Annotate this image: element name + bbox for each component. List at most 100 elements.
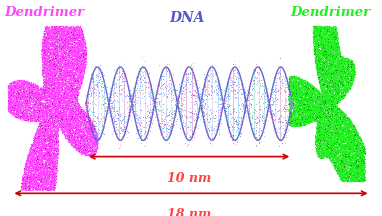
Point — [312, 41, 319, 45]
Point — [25, 106, 31, 110]
Point — [323, 107, 329, 110]
Point — [72, 46, 78, 49]
Point — [312, 113, 319, 116]
Point — [46, 82, 52, 86]
Point — [93, 103, 99, 107]
Point — [330, 78, 336, 81]
Point — [47, 105, 53, 108]
Point — [348, 121, 354, 125]
Point — [305, 94, 311, 98]
Point — [92, 143, 99, 147]
Point — [87, 133, 93, 137]
Point — [60, 43, 66, 46]
Point — [327, 119, 333, 123]
Point — [35, 134, 41, 138]
Point — [291, 95, 298, 99]
Point — [350, 154, 356, 157]
Point — [81, 40, 87, 44]
Point — [57, 81, 63, 84]
Point — [302, 97, 308, 100]
Point — [107, 91, 113, 94]
Point — [73, 27, 79, 31]
Point — [250, 126, 256, 130]
Point — [297, 100, 303, 103]
Point — [286, 78, 292, 81]
Point — [34, 184, 40, 188]
Point — [319, 40, 325, 43]
Point — [83, 103, 89, 107]
Point — [81, 115, 87, 119]
Point — [339, 176, 345, 179]
Point — [41, 39, 47, 42]
Point — [21, 83, 27, 86]
Point — [331, 152, 337, 156]
Point — [312, 113, 318, 117]
Point — [44, 177, 50, 181]
Point — [52, 137, 58, 140]
Point — [335, 80, 342, 83]
Point — [81, 68, 87, 72]
Point — [58, 29, 65, 33]
Point — [32, 104, 39, 108]
Point — [299, 83, 305, 86]
Point — [337, 118, 343, 121]
Point — [30, 96, 36, 99]
Point — [62, 49, 68, 53]
Point — [65, 47, 71, 51]
Point — [37, 172, 43, 175]
Point — [56, 31, 62, 34]
Point — [60, 91, 66, 94]
Point — [26, 185, 32, 189]
Point — [94, 146, 100, 149]
Point — [302, 103, 308, 106]
Point — [306, 90, 312, 94]
Point — [217, 117, 223, 121]
Point — [350, 161, 356, 164]
Point — [314, 131, 320, 134]
Point — [329, 67, 335, 70]
Point — [44, 150, 50, 153]
Point — [301, 80, 307, 83]
Point — [74, 32, 80, 35]
Point — [355, 146, 361, 149]
Point — [49, 84, 55, 87]
Point — [153, 111, 159, 114]
Point — [331, 69, 337, 72]
Point — [320, 141, 326, 144]
Point — [299, 96, 305, 100]
Point — [351, 69, 357, 73]
Point — [332, 48, 338, 51]
Point — [45, 186, 52, 190]
Point — [298, 82, 304, 86]
Point — [84, 148, 91, 151]
Point — [327, 156, 333, 159]
Point — [20, 81, 26, 85]
Point — [327, 156, 333, 160]
Point — [68, 126, 74, 130]
Point — [68, 30, 74, 33]
Point — [28, 111, 34, 114]
Point — [40, 48, 46, 51]
Point — [26, 80, 32, 83]
Point — [300, 90, 306, 94]
Point — [34, 141, 40, 145]
Point — [111, 84, 117, 87]
Point — [65, 81, 71, 84]
Point — [325, 92, 331, 95]
Point — [290, 97, 296, 101]
Point — [92, 134, 98, 137]
Point — [338, 79, 345, 82]
Point — [85, 131, 91, 135]
Point — [57, 86, 63, 89]
Point — [328, 145, 334, 148]
Point — [334, 165, 340, 168]
Point — [288, 74, 295, 78]
Point — [155, 110, 162, 113]
Point — [343, 151, 349, 155]
Point — [32, 173, 38, 176]
Point — [57, 92, 63, 95]
Point — [337, 109, 343, 113]
Point — [63, 118, 69, 121]
Point — [75, 107, 81, 111]
Point — [81, 114, 87, 118]
